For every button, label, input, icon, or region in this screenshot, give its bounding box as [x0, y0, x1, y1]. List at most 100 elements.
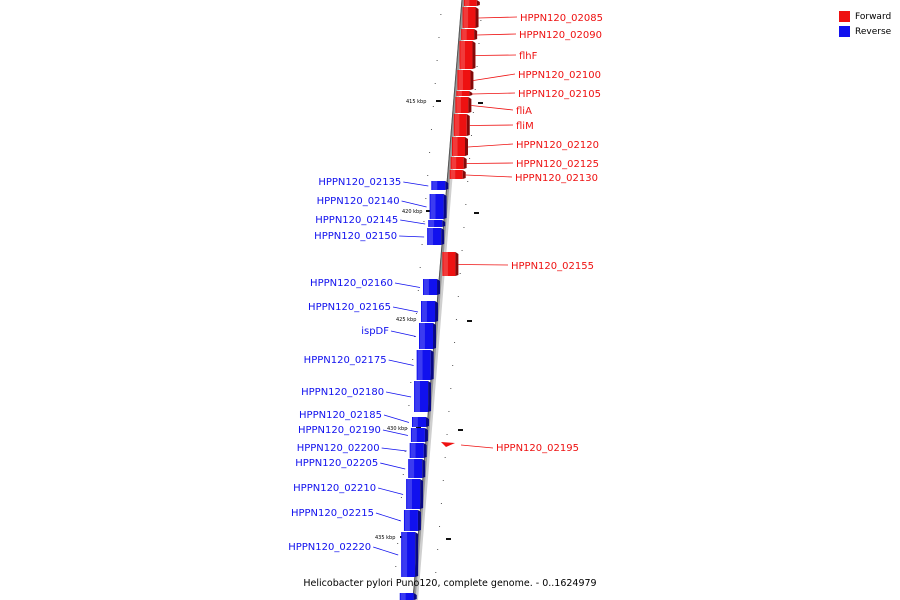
scale-dot — [400, 497, 402, 498]
reverse-gene-block — [429, 194, 447, 219]
gene-side — [462, 170, 466, 179]
scale-dot — [421, 244, 423, 245]
reverse-gene-block — [427, 228, 445, 245]
forward-gene-label: fliM — [516, 121, 534, 132]
reverse-gene-block — [419, 323, 437, 349]
forward-gene-label: fliA — [516, 106, 532, 117]
reverse-gene-leader — [399, 235, 425, 238]
reverse-gene-label: HPPN120_02180 — [301, 387, 384, 398]
forward-gene-block — [441, 442, 455, 447]
scale-dot — [459, 273, 461, 274]
gene-body — [442, 252, 456, 276]
forward-gene-label: HPPN120_02155 — [511, 261, 594, 272]
gene-side — [442, 220, 446, 227]
gene-highlight — [430, 194, 436, 219]
gene-highlight — [458, 70, 463, 90]
tick-label: 415 kbp — [406, 99, 426, 105]
gene-body — [457, 70, 471, 90]
forward-gene-block — [450, 157, 467, 169]
legend-label-reverse: Reverse — [855, 26, 892, 37]
scale-dot — [404, 451, 406, 452]
reverse-gene-leader — [378, 487, 404, 495]
gene-highlight — [429, 220, 435, 227]
reverse-gene-label: HPPN120_02210 — [293, 483, 376, 494]
reverse-gene-label: HPPN120_02165 — [308, 302, 391, 313]
gene-side — [469, 91, 473, 96]
scale-dot — [417, 290, 419, 291]
gene-side — [470, 70, 474, 90]
scale-dot — [455, 319, 457, 320]
forward-gene-block — [456, 91, 473, 96]
gene-highlight — [420, 323, 425, 349]
reverse-gene-leader — [373, 546, 399, 556]
reverse-gene-block — [423, 279, 441, 295]
scale-dot — [448, 411, 450, 412]
reverse-gene-label: HPPN120_02150 — [314, 231, 397, 242]
reverse-gene-block — [411, 417, 429, 427]
reverse-gene-block — [403, 510, 421, 531]
gene-body — [411, 417, 426, 427]
scale-dot — [472, 112, 474, 113]
gene-highlight — [457, 91, 462, 96]
gene-side — [475, 7, 479, 28]
tick-mark — [474, 212, 479, 214]
reverse-gene-leader — [392, 306, 419, 313]
scale-dot — [395, 566, 397, 567]
scale-dot — [474, 89, 476, 90]
gene-side — [424, 428, 428, 442]
scale-dot — [457, 296, 459, 297]
gene-highlight — [450, 170, 456, 179]
forward-gene-leader — [477, 33, 517, 36]
reverse-swatch-icon — [839, 26, 850, 37]
reverse-gene-leader — [401, 200, 427, 208]
gene-highlight — [410, 443, 416, 458]
backbone-edge — [412, 0, 463, 600]
reverse-gene-block — [406, 479, 424, 509]
reverse-gene-label: HPPN120_02175 — [304, 355, 387, 366]
gene-side — [417, 510, 421, 531]
forward-gene-block — [455, 97, 472, 113]
reverse-gene-block — [416, 350, 434, 380]
gene-highlight — [404, 510, 410, 531]
scale-dot — [435, 572, 437, 573]
gene-body — [450, 157, 464, 169]
forward-gene-block — [461, 29, 478, 40]
reverse-gene-block — [431, 181, 449, 190]
gene-body — [427, 228, 442, 245]
forward-gene-label: flhF — [519, 51, 538, 62]
gene-highlight — [452, 137, 458, 156]
reverse-gene-label: HPPN120_02220 — [288, 542, 371, 553]
scale-dot — [480, 20, 482, 21]
gene-body — [428, 220, 443, 227]
gene-highlight — [454, 114, 460, 136]
forward-gene-label: HPPN120_02090 — [519, 30, 602, 41]
legend-item-forward: Forward — [839, 9, 891, 24]
reverse-gene-label: ispDF — [361, 326, 389, 337]
reverse-gene-label: HPPN120_02145 — [315, 215, 398, 226]
gene-side — [468, 97, 472, 113]
gene-side — [441, 228, 445, 245]
gene-body — [421, 301, 436, 322]
tick-label: 425 kbp — [396, 317, 416, 323]
gene-body — [429, 194, 444, 219]
forward-gene-leader — [458, 264, 509, 266]
reverse-gene-block — [428, 220, 446, 227]
gene-highlight — [417, 350, 423, 380]
gene-side — [466, 114, 470, 136]
legend: Forward Reverse — [839, 9, 891, 39]
forward-gene-label: HPPN120_02085 — [520, 13, 603, 24]
forward-gene-leader — [466, 162, 514, 164]
reverse-gene-label: HPPN120_02140 — [317, 196, 400, 207]
gene-body — [456, 91, 470, 96]
gene-side — [445, 181, 449, 190]
backbone-line — [412, 0, 465, 600]
gene-side — [443, 194, 447, 219]
reverse-gene-leader — [382, 429, 409, 436]
gene-body — [401, 532, 416, 577]
reverse-gene-leader — [390, 330, 417, 337]
forward-gene-block — [463, 0, 480, 6]
forward-gene-block — [451, 137, 468, 156]
scale-dot — [436, 60, 438, 61]
reverse-gene-leader — [394, 282, 421, 288]
